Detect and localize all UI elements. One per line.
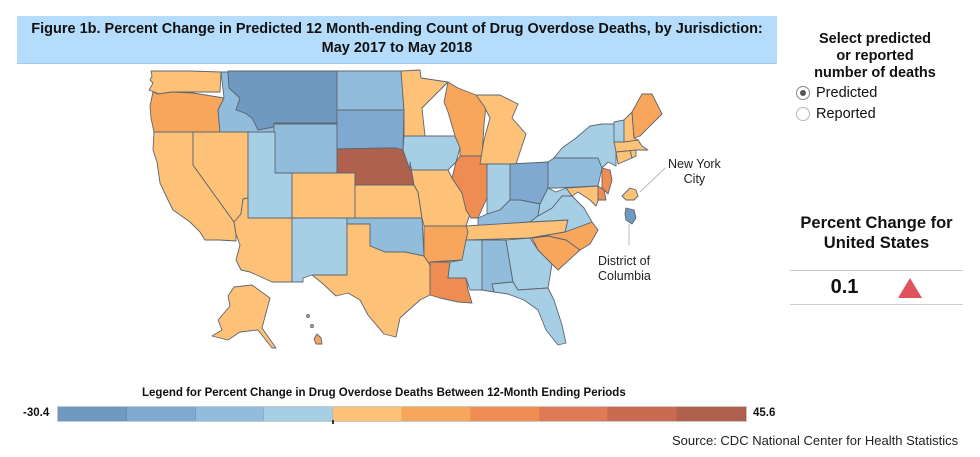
state-NJ[interactable] bbox=[601, 167, 613, 195]
legend-swatch-9 bbox=[677, 407, 746, 421]
legend-swatch-1 bbox=[126, 407, 196, 421]
state-WY[interactable] bbox=[273, 123, 338, 174]
state-MN[interactable] bbox=[400, 69, 449, 137]
dc-label-line1: District of bbox=[598, 254, 651, 268]
radio-reported[interactable]: Reported bbox=[796, 103, 960, 124]
legend-title-text: Legend for Percent Change in Drug Overdo… bbox=[142, 387, 626, 399]
legend-min-label: -30.4 bbox=[23, 407, 50, 419]
inset-DC[interactable] bbox=[624, 207, 637, 225]
legend-swatch-5 bbox=[401, 407, 471, 421]
state-HI-islands2 bbox=[310, 324, 314, 328]
data-type-selector: Select predicted or reported number of d… bbox=[790, 31, 960, 124]
radio-predicted-label: Predicted bbox=[816, 84, 878, 101]
legend-max-label: 45.6 bbox=[753, 407, 776, 419]
us-heading-line2: United States bbox=[823, 234, 930, 252]
state-SD[interactable] bbox=[336, 109, 405, 151]
state-PA[interactable] bbox=[547, 157, 603, 189]
figure-title-line2: May 2017 to May 2018 bbox=[321, 40, 473, 56]
figure-title-band: Figure 1b. Percent Change in Predicted 1… bbox=[17, 16, 777, 64]
state-DE[interactable] bbox=[597, 185, 607, 201]
state-WA[interactable] bbox=[148, 70, 222, 96]
legend-swatch-3 bbox=[264, 407, 334, 421]
state-NM[interactable] bbox=[291, 217, 348, 283]
state-OR[interactable] bbox=[149, 91, 225, 133]
legend-swatch-8 bbox=[608, 407, 678, 421]
figure-title-line1: Figure 1b. Percent Change in Predicted 1… bbox=[31, 21, 763, 37]
us-percent-change-value: 0.1 bbox=[830, 276, 859, 298]
state-CO[interactable] bbox=[291, 172, 356, 219]
state-AZ[interactable] bbox=[233, 197, 293, 283]
legend-swatch-0 bbox=[58, 407, 127, 421]
up-triangle-icon bbox=[898, 277, 923, 298]
legend-swatch-2 bbox=[195, 407, 265, 421]
radio-button-reported-icon[interactable] bbox=[796, 106, 810, 121]
source-credit: Source: CDC National Center for Health S… bbox=[672, 433, 959, 448]
nyc-label-line2: City bbox=[683, 172, 706, 186]
state-FL[interactable] bbox=[491, 281, 567, 346]
radio-button-predicted-icon[interactable] bbox=[796, 85, 810, 100]
us-percent-change-panel: Percent Change for United States 0.1 bbox=[790, 213, 963, 305]
us-heading-line1: Percent Change for bbox=[800, 214, 953, 232]
state-ME[interactable] bbox=[631, 93, 663, 139]
state-NC[interactable] bbox=[529, 221, 599, 251]
dc-label: District of Columbia bbox=[598, 254, 651, 284]
state-HI[interactable] bbox=[313, 333, 323, 345]
state-KS[interactable] bbox=[354, 184, 423, 219]
legend-swatch-6 bbox=[470, 407, 540, 421]
legend-swatch-7 bbox=[539, 407, 609, 421]
us-percent-change-row: 0.1 bbox=[790, 270, 963, 305]
nyc-leader-line bbox=[639, 167, 666, 193]
radio-predicted[interactable]: Predicted bbox=[796, 82, 960, 103]
us-percent-change-heading: Percent Change for United States bbox=[790, 213, 963, 253]
selector-heading-line3: number of deaths bbox=[814, 65, 936, 81]
legend-zero-tick bbox=[332, 420, 334, 424]
state-ND[interactable] bbox=[336, 70, 405, 111]
state-AK[interactable] bbox=[211, 284, 277, 349]
state-VT[interactable] bbox=[613, 119, 625, 143]
radio-reported-label: Reported bbox=[816, 105, 876, 122]
state-TX[interactable] bbox=[311, 223, 431, 338]
dc-label-line2: Columbia bbox=[598, 269, 651, 283]
nyc-label-line1: New York bbox=[668, 157, 721, 171]
legend-swatch-4 bbox=[333, 407, 402, 421]
selector-heading-line2: or reported bbox=[836, 48, 914, 64]
state-OH[interactable] bbox=[509, 161, 549, 205]
state-IA[interactable] bbox=[402, 135, 461, 171]
selector-heading: Select predicted or reported number of d… bbox=[790, 31, 960, 82]
legend-color-scale bbox=[57, 406, 747, 422]
state-NH[interactable] bbox=[623, 111, 639, 143]
selector-heading-line1: Select predicted bbox=[818, 31, 931, 47]
state-HI-islands bbox=[306, 314, 310, 318]
inset-NYC[interactable] bbox=[621, 187, 639, 201]
nyc-label: New York City bbox=[668, 157, 721, 187]
